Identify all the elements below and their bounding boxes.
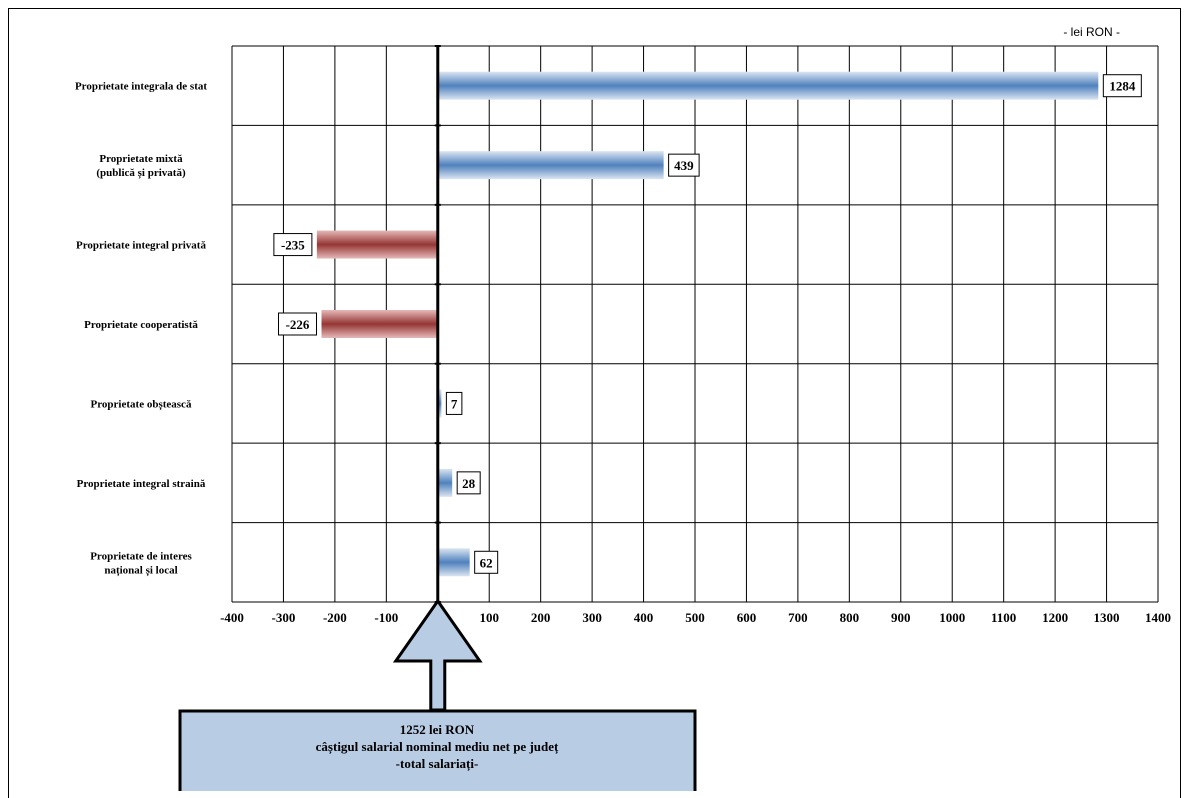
- callout-text: 1252 lei RON: [400, 722, 475, 737]
- x-tick-label: -300: [272, 610, 296, 625]
- category-label: Proprietate obștească: [91, 398, 192, 410]
- category-label: Proprietate de interes: [90, 550, 192, 562]
- value-label-box: [445, 391, 463, 415]
- bar: [437, 71, 1099, 100]
- x-tick-label: 1000: [939, 610, 965, 625]
- x-tick-label: -100: [374, 610, 398, 625]
- category-label: Proprietate cooperatistă: [84, 319, 198, 331]
- x-tick-label: 1100: [991, 610, 1016, 625]
- category-label: național și local: [104, 564, 177, 576]
- category-label: Proprietate integral privată: [76, 240, 206, 252]
- unit-label: - lei RON -: [1063, 25, 1120, 39]
- value-label: 439: [674, 158, 694, 173]
- category-label: (publică și privată): [96, 167, 186, 179]
- x-tick-label: 200: [531, 610, 551, 625]
- x-tick-label: 400: [634, 610, 654, 625]
- bar: [316, 230, 438, 259]
- chart-frame: [8, 8, 1181, 798]
- category-label: Proprietate integrala de stat: [75, 81, 207, 93]
- category-label: Proprietate integral straină: [77, 478, 206, 490]
- value-label-box: [278, 312, 318, 336]
- x-tick-label: 300: [582, 610, 602, 625]
- x-tick-label: 800: [840, 610, 860, 625]
- callout-text: -total salariați-: [396, 756, 479, 772]
- x-tick-label: 500: [685, 610, 705, 625]
- category-label: Proprietate mixtă: [99, 153, 183, 165]
- bar: [321, 310, 438, 338]
- bar: [437, 151, 664, 180]
- x-tick-label: 1400: [1145, 610, 1171, 625]
- callout-arrow: [392, 598, 483, 712]
- x-tick-label: 600: [737, 610, 757, 625]
- value-label-box: [456, 471, 481, 495]
- bar: [437, 548, 470, 577]
- value-label: -235: [281, 238, 305, 253]
- value-label: -226: [286, 317, 310, 332]
- value-label-box: [474, 550, 499, 574]
- x-tick-label: -200: [323, 610, 347, 625]
- bar: [437, 468, 453, 497]
- x-tick-label: 1300: [1094, 610, 1120, 625]
- value-label-box: [273, 233, 313, 257]
- value-label: 28: [462, 476, 476, 491]
- callout: 1252 lei RON câștigul salarial nominal me…: [178, 598, 697, 791]
- value-label: 7: [451, 396, 458, 411]
- value-label-box: [668, 153, 700, 177]
- x-tick-label: 900: [891, 610, 911, 625]
- x-tick-label: 1200: [1042, 610, 1068, 625]
- callout-box: [178, 709, 697, 791]
- bars: [316, 71, 1099, 577]
- value-label: 62: [480, 555, 493, 570]
- callout-text: câștigul salarial nominal mediu net pe j…: [316, 739, 559, 755]
- value-label: 1284: [1109, 79, 1136, 94]
- value-label-box: [1102, 74, 1142, 98]
- labels: 1284 Proprietate integrala de stat 439 Prop…: [75, 74, 1171, 625]
- x-tick-label: 100: [479, 610, 499, 625]
- bar: [437, 389, 442, 418]
- x-tick-label: -400: [220, 610, 244, 625]
- x-tick-label: 700: [788, 610, 808, 625]
